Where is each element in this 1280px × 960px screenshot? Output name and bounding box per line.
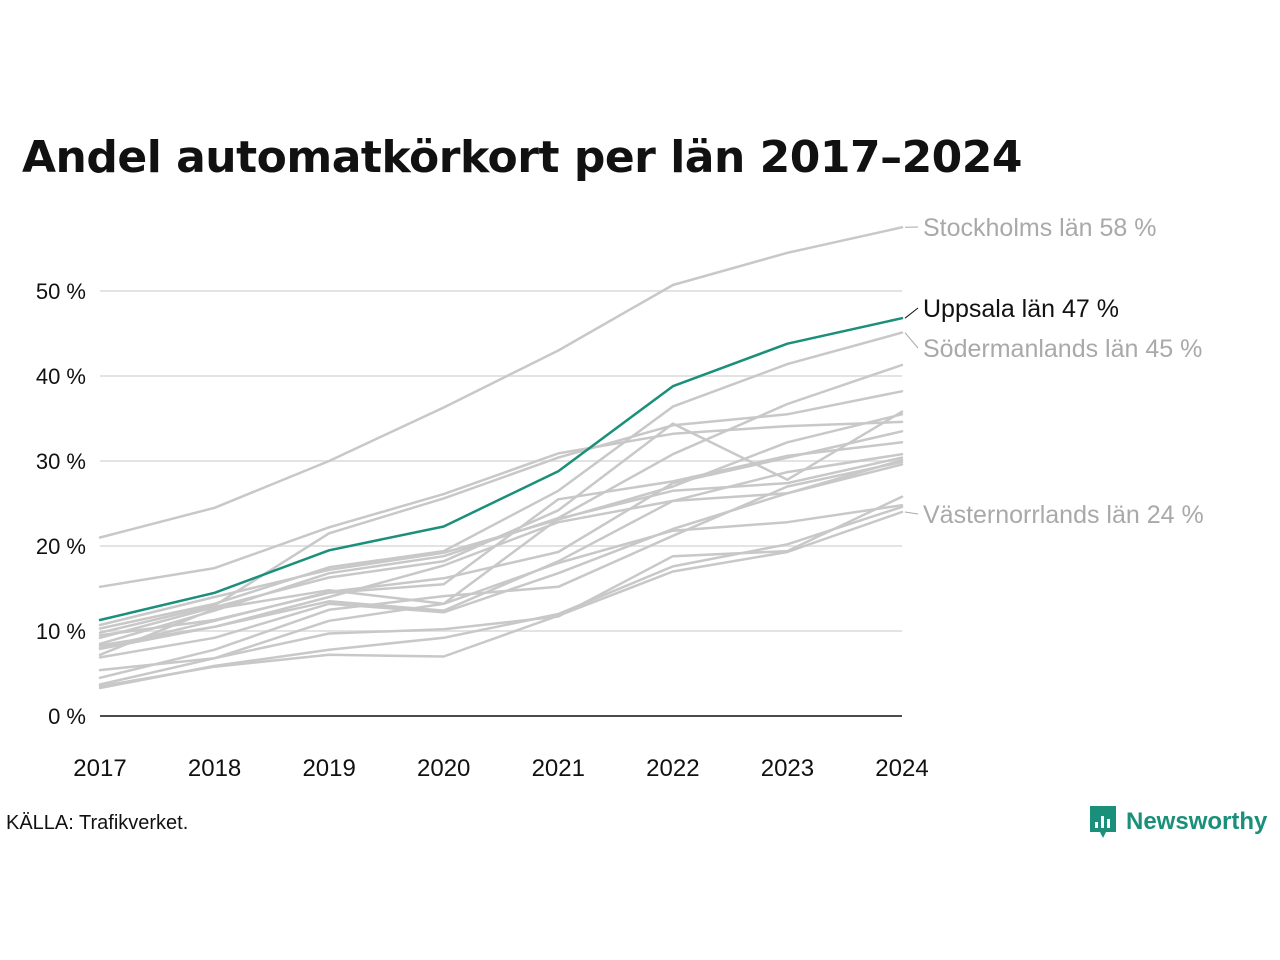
x-tick-label: 2017 (73, 755, 126, 782)
label-connector (904, 511, 919, 515)
series-line-södermanlands-län (98, 331, 904, 630)
label-connector (904, 307, 919, 319)
x-tick-label: 2018 (188, 755, 241, 782)
series-line (98, 430, 904, 650)
x-tick-label: 2022 (646, 755, 699, 782)
series-line (98, 505, 904, 690)
series-line-västernorrlands-län (98, 510, 904, 688)
newsworthy-logo-icon (1090, 806, 1116, 838)
y-tick-label: 30 % (36, 449, 86, 474)
series-line (98, 420, 904, 589)
brand-logo: Newsworthy (1088, 804, 1267, 840)
y-tick-label: 0 % (48, 704, 86, 729)
x-tick-label: 2020 (417, 755, 470, 782)
y-tick-label: 50 % (36, 279, 86, 304)
series-end-label: Uppsala län 47 % (923, 295, 1119, 323)
source-note: KÄLLA: Trafikverket. (6, 812, 189, 834)
series-line-stockholms-län (98, 226, 904, 539)
series-line (98, 463, 904, 659)
x-tick-label: 2024 (875, 755, 928, 782)
series-line (98, 456, 904, 657)
series-line (98, 460, 904, 680)
series-end-label: Södermanlands län 45 % (923, 335, 1202, 363)
y-tick-label: 40 % (36, 364, 86, 389)
x-tick-label: 2019 (302, 755, 355, 782)
x-axis: 2017 2018 2019 2020 2021 2022 2023 2024 (73, 755, 928, 782)
chart-title: Andel automatkörkort per län 2017–2024 (22, 132, 1023, 183)
x-tick-label: 2021 (532, 755, 585, 782)
brand-name: Newsworthy (1126, 808, 1268, 835)
gridlines (100, 290, 902, 717)
series-line-uppsala-län (98, 316, 904, 622)
y-tick-label: 10 % (36, 619, 86, 644)
x-tick-label: 2023 (761, 755, 814, 782)
series-labels: Stockholms län 58 % Uppsala län 47 % Söder… (904, 214, 1204, 529)
series-line (98, 413, 904, 627)
series-line (98, 441, 904, 637)
series-end-label: Stockholms län 58 % (923, 214, 1156, 242)
y-axis: 0 % 10 % 20 % 30 % 40 % 50 % (36, 279, 86, 729)
label-connector (904, 332, 919, 349)
y-tick-label: 20 % (36, 534, 86, 559)
series-line (98, 503, 904, 686)
series-end-label: Västernorrlands län 24 % (923, 501, 1204, 529)
series-lines (98, 226, 904, 690)
series-line (98, 495, 904, 672)
